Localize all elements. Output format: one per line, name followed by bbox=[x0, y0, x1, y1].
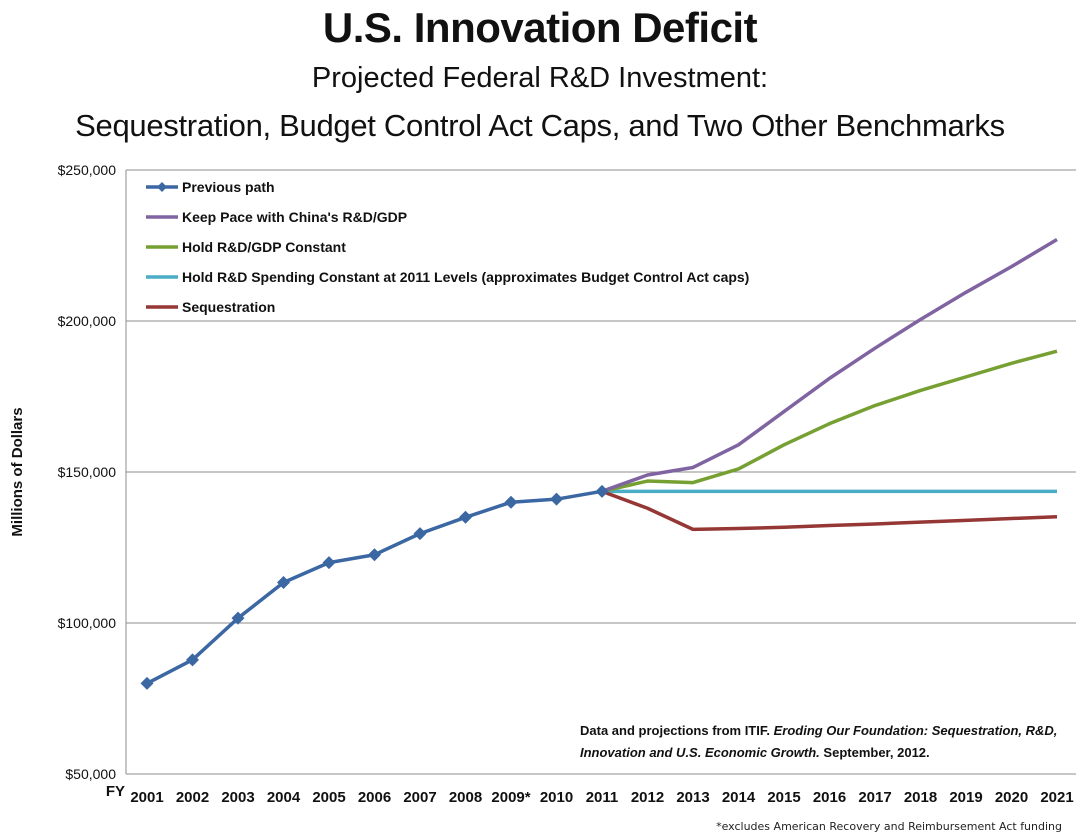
y-tick-label: $150,000 bbox=[58, 464, 117, 480]
data-point bbox=[186, 653, 199, 667]
x-tick-label: 2001 bbox=[130, 789, 163, 806]
data-point bbox=[550, 492, 563, 506]
y-axis-label: Millions of Dollars bbox=[9, 407, 26, 536]
footnote: *excludes American Recovery and Reimburs… bbox=[716, 820, 1062, 833]
x-tick-label: 2010 bbox=[540, 789, 573, 806]
data-point bbox=[368, 548, 381, 562]
data-point bbox=[277, 576, 290, 590]
data-point bbox=[459, 510, 472, 524]
x-tick-label: 2006 bbox=[358, 789, 391, 806]
series-line bbox=[601, 349, 1058, 494]
legend-label: Keep Pace with China's R&D/GDP bbox=[182, 209, 407, 225]
x-tick-label: 2008 bbox=[449, 789, 482, 806]
source-date: September, 2012. bbox=[823, 745, 930, 760]
x-tick-label: 2007 bbox=[403, 789, 436, 806]
x-tick-label: 2004 bbox=[267, 789, 301, 806]
x-tick-label: 2003 bbox=[221, 789, 254, 806]
gridlines bbox=[126, 169, 1076, 775]
x-tick-label: 2013 bbox=[676, 789, 709, 806]
x-tick-label: 2002 bbox=[176, 789, 209, 806]
source-work: Eroding Our Foundation: Sequestration, R… bbox=[580, 723, 1058, 760]
chart-title: U.S. Innovation Deficit bbox=[322, 4, 758, 51]
legend: Previous path Keep Pace with China's R&D/… bbox=[146, 179, 749, 315]
source-prefix: Data and projections from ITIF. bbox=[580, 723, 770, 738]
x-tick-label: 2009* bbox=[491, 789, 530, 806]
x-tick-label: 2011 bbox=[586, 789, 619, 806]
x-tick-label: 2019 bbox=[949, 789, 982, 806]
x-tick-label: 2016 bbox=[813, 789, 846, 806]
legend-marker bbox=[157, 182, 167, 192]
axes bbox=[125, 170, 1076, 775]
y-axis-ticks: $50,000 $100,000 $150,000 $200,000 $250,000 bbox=[58, 162, 117, 782]
data-point bbox=[322, 556, 336, 570]
series-line bbox=[601, 489, 1058, 532]
x-tick-label: 2015 bbox=[767, 789, 800, 806]
x-tick-label: 2020 bbox=[995, 789, 1028, 806]
data-point bbox=[140, 676, 154, 690]
x-tick-label: 2017 bbox=[858, 789, 891, 806]
x-tick-label: 2018 bbox=[904, 789, 937, 806]
data-point bbox=[595, 484, 609, 498]
x-tick-label: 2014 bbox=[722, 789, 756, 806]
y-tick-label: $50,000 bbox=[65, 766, 116, 782]
source-note: Data and projections from ITIF. Eroding … bbox=[580, 720, 1070, 764]
y-tick-label: $100,000 bbox=[58, 615, 117, 631]
legend-label: Hold R&D Spending Constant at 2011 Level… bbox=[182, 269, 749, 285]
data-point bbox=[231, 611, 245, 625]
legend-label: Previous path bbox=[182, 179, 275, 195]
series-line bbox=[146, 489, 603, 685]
legend-label: Sequestration bbox=[182, 299, 275, 315]
x-axis-prefix: FY bbox=[106, 783, 125, 800]
data-point bbox=[504, 495, 518, 509]
y-tick-label: $250,000 bbox=[58, 162, 117, 178]
chart-subtitle-line1: Projected Federal R&D Investment: bbox=[311, 62, 769, 94]
series-line bbox=[601, 237, 1058, 493]
data-point bbox=[413, 527, 427, 541]
x-axis-ticks: FY 2001 2002 2003 2004 2005 2006 2007 2008 2009* 2… bbox=[106, 783, 1074, 806]
x-tick-label: 2005 bbox=[312, 789, 345, 806]
chart-subtitle-line2: Sequestration, Budget Control Act Caps, … bbox=[75, 108, 1005, 143]
legend-label: Hold R&D/GDP Constant bbox=[182, 239, 346, 255]
y-tick-label: $200,000 bbox=[58, 313, 117, 329]
series-lines bbox=[140, 237, 1058, 690]
x-tick-label: 2021 bbox=[1040, 789, 1073, 806]
x-tick-label: 2012 bbox=[631, 789, 664, 806]
